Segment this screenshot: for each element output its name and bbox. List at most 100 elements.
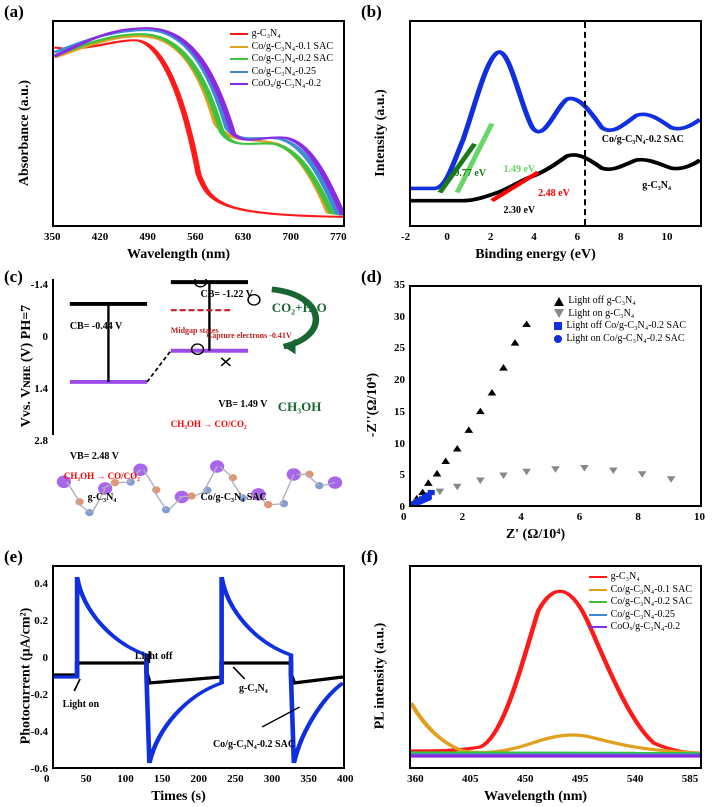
legend-label: CoOₓ/g-C₃N₄-0.2 — [252, 78, 322, 91]
xtick-label: 10 — [661, 231, 672, 243]
panel-d-legend: Light off g-C₃N₄Light on g-C₃N₄Light off… — [554, 295, 686, 345]
panel-c-label: (c) — [4, 267, 23, 287]
xtick-label: 8 — [635, 511, 641, 523]
legend-marker-icon — [554, 335, 562, 343]
annotation-text: VB= 2.48 V — [70, 451, 119, 462]
panel-e-xlabel: Times (s) — [151, 789, 206, 805]
panel-f-plot: g-C₃N₄Co/g-C₃N₄-0.1 SACCo/g-C₃N₄-0.2 SAC… — [409, 565, 702, 769]
data-point — [551, 466, 560, 473]
bond-line — [179, 496, 192, 497]
legend-swatch — [230, 33, 248, 35]
bond-line — [204, 466, 217, 490]
panel-e: (e) Photocurrent (μA/cm²) Times (s) Ligh… — [0, 545, 357, 807]
panel-d-xlabel: Z' (Ω/10⁴) — [506, 527, 565, 543]
data-point — [441, 457, 450, 464]
data-point — [522, 469, 531, 476]
series-tangent3 — [492, 172, 538, 200]
data-point — [511, 339, 520, 346]
ytick-label: 25 — [394, 342, 405, 354]
xtick-label: -2 — [401, 231, 410, 243]
data-point — [464, 426, 473, 433]
legend-label: CoOₓ/g-C₃N₄-0.2 — [611, 621, 681, 634]
panel-b: (b) Intensity (a.u.) Binding energy (eV)… — [357, 0, 714, 265]
legend-label: Light on g-C₃N₄ — [568, 308, 634, 321]
bond-line — [143, 470, 156, 490]
panel-c-ylabel: Vvs. Vɴʜᴇ (V) PH=7 — [19, 305, 35, 427]
arrow-light-on — [74, 679, 80, 691]
panel-d-plot: Light off g-C₃N₄Light on g-C₃N₄Light off… — [409, 285, 702, 507]
panel-e-plot: Light onLight offg-C₃N₄Co/g-C₃N₄-0.2 SAC — [52, 565, 345, 769]
xtick-label: 490 — [139, 231, 156, 243]
xtick-label: 300 — [264, 773, 281, 785]
annotation-text: Capture electrons -0.41V — [206, 331, 291, 340]
panel-e-label: (e) — [4, 547, 23, 567]
ytick-label: 20 — [394, 374, 405, 386]
panel-c-area: -1.401.42.8 ✕ CB= -0.44 VCB= -1.22 VCO₂+… — [52, 279, 349, 539]
annotation-text: 1.49 eV — [503, 164, 535, 175]
ytick-label: 30 — [394, 311, 405, 323]
xtick-label: 200 — [191, 773, 208, 785]
xtick-label: 4 — [518, 511, 524, 523]
annotation-text: Co/g-C₃N₄-0.2 SAC — [213, 739, 295, 750]
legend-item: Light on Co/g-C₃N₄-0.2 SAC — [554, 333, 686, 346]
data-point — [424, 479, 433, 486]
atom-icon — [210, 460, 224, 472]
legend-item: Co/g-C₃N₄-0.25 — [230, 66, 333, 79]
arc-arrowhead — [284, 339, 296, 355]
panel-a-ylabel: Absorbance (a.u.) — [17, 79, 33, 185]
ytick-label: 10 — [394, 438, 405, 450]
ytick-label: 2.8 — [34, 435, 48, 447]
data-point — [425, 495, 433, 501]
legend-label: Light off g-C₃N₄ — [568, 295, 635, 308]
ytick-label: 1.4 — [34, 383, 48, 395]
legend-label: Co/g-C₃N₄-0.2 SAC — [252, 53, 333, 66]
panel-b-label: (b) — [361, 2, 382, 22]
legend-item: Co/g-C₃N₄-0.1 SAC — [230, 41, 333, 54]
annotation-text: Light on — [63, 699, 99, 710]
ytick-label: 15 — [394, 406, 405, 418]
legend-item: Light off g-C₃N₄ — [554, 295, 686, 308]
xtick-label: 150 — [154, 773, 171, 785]
data-point — [436, 489, 445, 496]
panel-b-xlabel: Binding energy (eV) — [475, 247, 596, 263]
annotation-text: CH₃OH → CO/CO₂ — [64, 471, 140, 481]
xtick-label: 420 — [92, 231, 109, 243]
panel-f-legend: g-C₃N₄Co/g-C₃N₄-0.1 SACCo/g-C₃N₄-0.2 SAC… — [589, 571, 692, 634]
legend-item: Co/g-C₃N₄-0.2 SAC — [230, 53, 333, 66]
bond-line — [220, 466, 233, 477]
ytick-label: 0.2 — [34, 615, 48, 627]
xtick-label: 0 — [444, 231, 450, 243]
series-line — [54, 577, 343, 763]
xtick-label: 405 — [462, 773, 479, 785]
xtick-label: 4 — [531, 231, 537, 243]
panel-b-plot: 0.77 eV1.49 eV2.48 eV2.30 eVCo/g-C₃N₄-0.… — [409, 20, 702, 227]
atom-icon — [162, 506, 170, 513]
panel-a: (a) Absorbance (a.u.) Wavelength (nm) g-… — [0, 0, 357, 265]
ytick-label: 0 — [400, 501, 406, 513]
xtick-label: 6 — [575, 231, 581, 243]
legend-swatch — [230, 83, 248, 85]
panel-b-vline — [584, 22, 586, 225]
data-point — [499, 472, 508, 479]
annotation-text: VB= 1.49 V — [218, 399, 267, 410]
ytick-label: -1.4 — [31, 279, 48, 291]
panel-f-xlabel: Wavelength (nm) — [484, 789, 587, 805]
xtick-label: 8 — [618, 231, 624, 243]
xtick-label: 2 — [488, 231, 494, 243]
bond-line — [118, 482, 131, 483]
xtick-label: 350 — [300, 773, 317, 785]
panel-d-label: (d) — [361, 267, 382, 287]
annotation-text: Co/g-C₃N₄-0.2 SAC — [602, 134, 684, 145]
annotation-text: CH₃OH — [278, 399, 322, 415]
annotation-text: Co/g-C₃N₄ SAC — [201, 492, 267, 503]
panel-e-ylabel: Photocurrent (μA/cm²) — [18, 608, 34, 745]
panel-a-label: (a) — [4, 2, 24, 22]
panel-f: (f) PL intensity (a.u.) Wavelength (nm) … — [357, 545, 714, 807]
legend-swatch — [589, 589, 607, 591]
data-point — [667, 476, 676, 483]
legend-item: CoOₓ/g-C₃N₄-0.2 — [230, 78, 333, 91]
bond-line — [153, 490, 166, 510]
vb-offset-line — [147, 351, 171, 382]
panel-a-xlabel: Wavelength (nm) — [127, 247, 230, 263]
annotation-text: 2.30 eV — [503, 205, 535, 216]
